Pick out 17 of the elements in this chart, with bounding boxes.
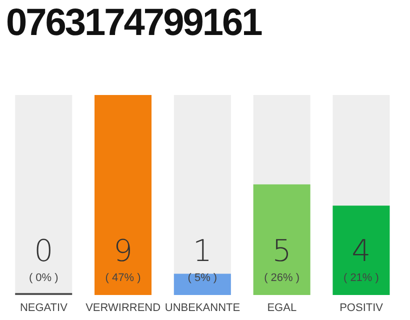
annotation: 4: [352, 234, 371, 269]
annotation: 9: [113, 234, 133, 269]
data-label: ( 47% ): [105, 272, 141, 284]
x-tick-label: POSITIV: [340, 302, 384, 314]
data-label: ( 0% ): [28, 272, 58, 284]
annotation: 0: [34, 234, 54, 269]
data-label: ( 5% ): [188, 272, 218, 284]
chart-title: 0763174799161: [6, 2, 262, 45]
bar: [174, 274, 231, 295]
x-tick-label: EGAL: [267, 302, 297, 314]
x-tick-label: VERWIRREND: [86, 302, 161, 314]
data-label: ( 26% ): [264, 272, 300, 284]
data-label: ( 21% ): [343, 272, 379, 284]
x-tick-label: NEGATIV: [20, 302, 68, 314]
annotation: 5: [272, 234, 292, 269]
annotation: 1: [192, 234, 212, 269]
x-tick-label: UNBEKANNTE: [164, 302, 240, 314]
